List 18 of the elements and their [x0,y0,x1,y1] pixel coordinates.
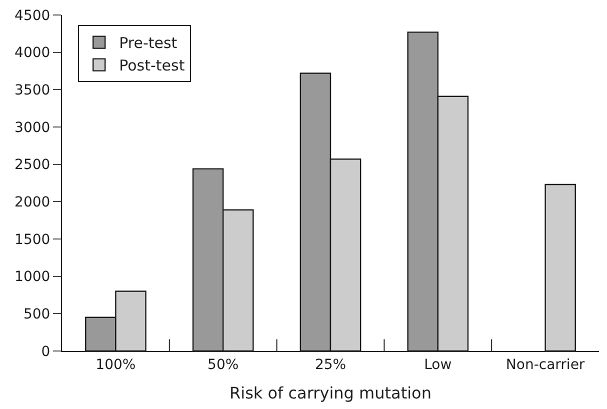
x-tick-label: Low [424,356,452,373]
y-tick-label: 2500 [14,157,50,174]
y-tick-label: 1000 [14,269,50,286]
legend-label: Post-test [119,56,185,75]
y-tick-label: 3500 [14,82,50,99]
y-tick-label: 4000 [14,45,50,62]
y-tick-label: 2000 [14,194,50,211]
x-tick-label: 50% [208,356,239,373]
x-tick-label: Non-carrier [506,356,585,373]
y-tick-label: 4500 [14,8,50,24]
x-tick-label: 100% [96,356,136,373]
y-tick-label: 500 [23,306,50,323]
legend-label: Pre-test [119,34,178,52]
x-tick-label: 25% [314,356,346,373]
y-tick-label: 1500 [14,232,50,248]
y-tick-label: 3000 [14,120,50,136]
x-axis-title: Risk of carrying mutation [230,384,432,402]
y-tick-label: 0 [41,344,50,360]
